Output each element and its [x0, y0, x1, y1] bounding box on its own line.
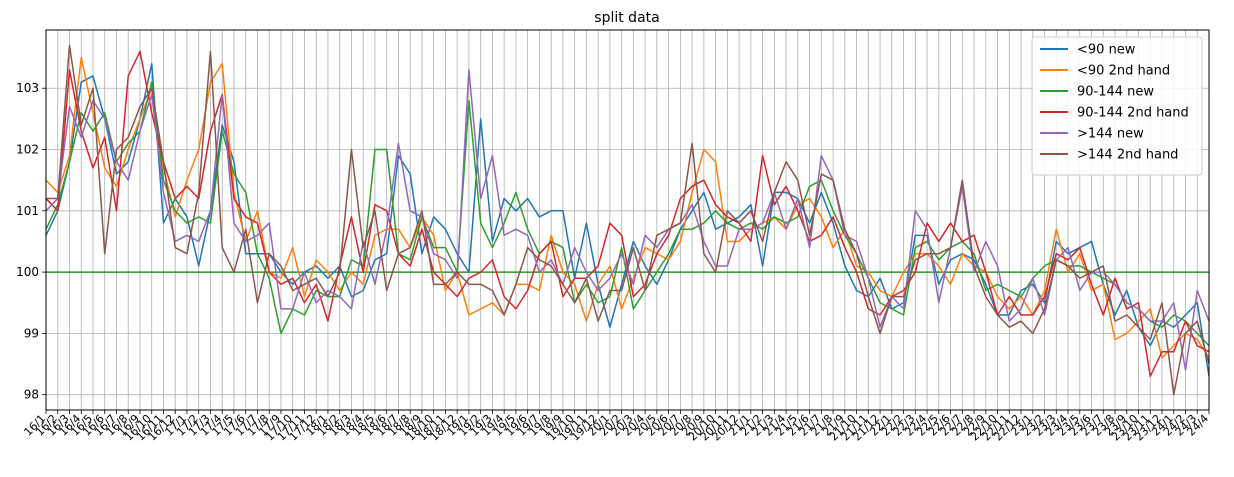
- legend-label: 90-144 2nd hand: [1077, 106, 1189, 121]
- legend-label: >144 new: [1077, 127, 1144, 142]
- series-line-5: [46, 44, 1210, 396]
- plot-frame: [45, 29, 1210, 411]
- y-tick-label: 98: [24, 388, 39, 402]
- y-tick-label: 101: [16, 204, 39, 218]
- legend: <90 new <90 2nd hand 90-144 new 90-144 2nd …: [1031, 36, 1203, 176]
- legend-label: <90 2nd hand: [1077, 64, 1170, 79]
- chart-title: split data: [594, 10, 659, 26]
- legend-label: <90 new: [1077, 43, 1136, 58]
- legend-box: [1031, 36, 1203, 176]
- y-tick-label: 103: [16, 81, 39, 95]
- y-tick-label: 102: [16, 143, 39, 157]
- series-line-3: [45, 50, 1210, 378]
- series-line-1: [45, 56, 1210, 359]
- legend-label: 90-144 new: [1077, 85, 1154, 100]
- legend-label: >144 2nd hand: [1077, 148, 1178, 163]
- y-axis: 98 99 100 101 102 103: [16, 81, 46, 402]
- x-axis: 16/116/216/316/416/516/616/716/816/916/1…: [21, 410, 1211, 444]
- y-tick-label: 99: [24, 326, 39, 340]
- series-group: [45, 44, 1210, 396]
- y-tick-label: 100: [16, 265, 39, 279]
- series-line-2: [45, 81, 1210, 347]
